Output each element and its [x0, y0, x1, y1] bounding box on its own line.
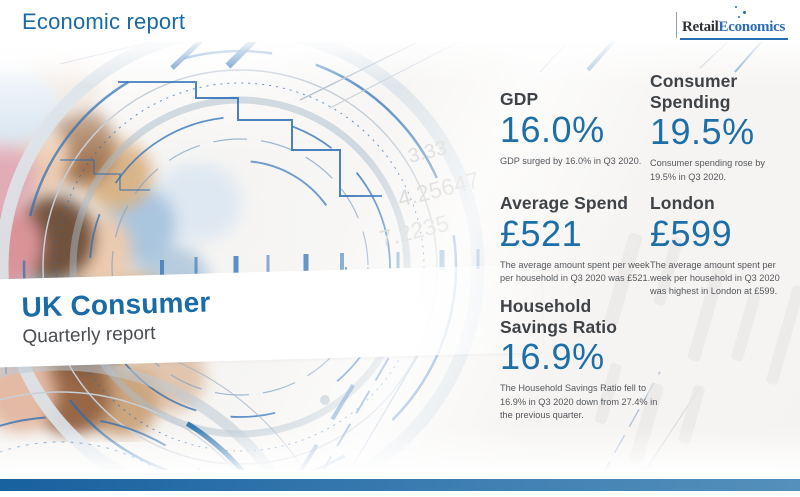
logo-text-economics: Economics	[718, 19, 786, 35]
stat-value: 16.9%	[500, 336, 605, 378]
footer-bottom-margin	[0, 491, 800, 497]
stat-consumer-spending: Consumer Spending 19.5% Consumer spendin…	[650, 71, 796, 184]
retail-economics-logo: RetailEconomics	[676, 6, 790, 40]
stat-average-spend: Average Spend £521 The average amount sp…	[500, 193, 658, 285]
stat-caption: Consumer spending rose by 19.5% in Q3 20…	[650, 158, 765, 182]
stat-heading: Consumer Spending	[650, 71, 738, 112]
stat-gdp: GDP 16.0% GDP surged by 16.0% in Q3 2020…	[500, 89, 656, 168]
footer-accent-bar	[0, 479, 800, 491]
stat-london: London £599 The average amount spent per…	[650, 193, 800, 299]
header: Economic report RetailEconomics	[0, 0, 800, 42]
stat-heading: London	[650, 193, 715, 213]
logo-text-retail: Retail	[682, 19, 719, 35]
stat-household-savings-ratio: Household Savings Ratio 16.9% The Househ…	[500, 296, 662, 422]
ticker-number: 3.33	[406, 137, 449, 168]
stat-heading: Household Savings Ratio	[500, 296, 618, 337]
logo-vertical-line	[676, 12, 677, 38]
stat-value: £599	[650, 212, 733, 254]
stat-heading: Average Spend	[500, 193, 629, 213]
hero-band: UK Consumer Quarterly report	[0, 264, 544, 368]
stat-caption: The Household Savings Ratio fell to 16.9…	[500, 383, 658, 420]
logo-text: RetailEconomics	[682, 19, 785, 36]
logo-underline	[680, 38, 788, 40]
stat-caption: The average amount spent per week per ho…	[650, 259, 780, 297]
stat-value: 19.5%	[650, 111, 755, 153]
page-title: Economic report	[22, 9, 186, 34]
stat-caption: The average amount spent per week per ho…	[500, 259, 651, 283]
stat-value: 16.0%	[500, 108, 605, 150]
stat-value: £521	[500, 212, 583, 254]
stat-heading: GDP	[500, 89, 539, 109]
ticker-number: 7.2235	[377, 210, 452, 252]
footer-white-gap	[0, 470, 800, 479]
stat-caption: GDP surged by 16.0% in Q3 2020.	[500, 155, 642, 166]
